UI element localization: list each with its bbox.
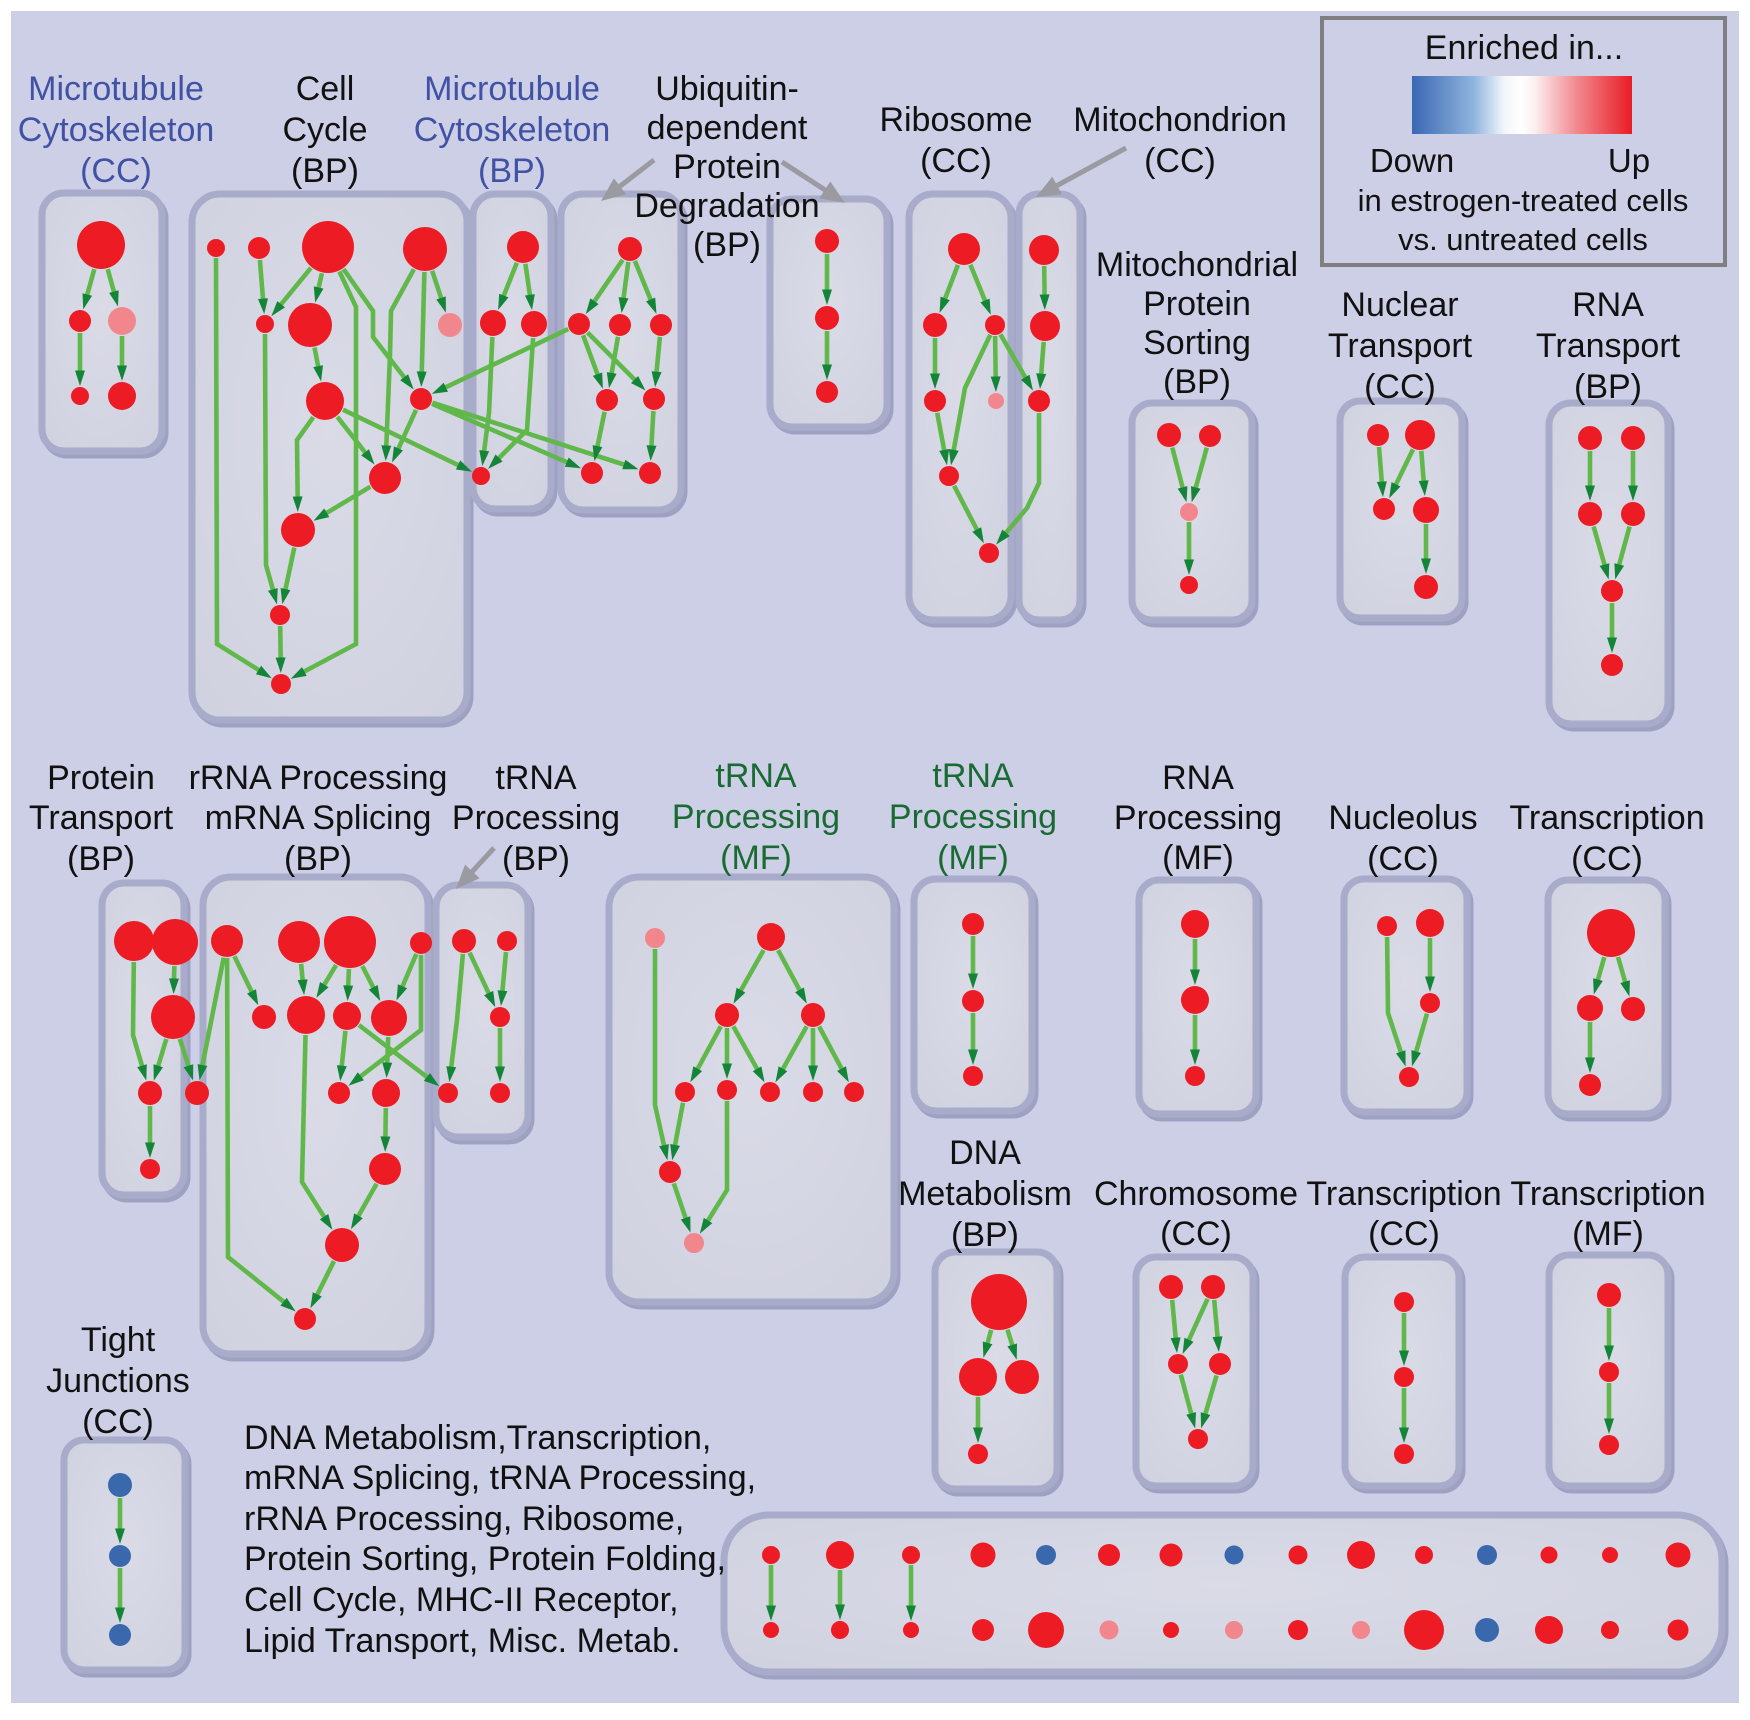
svg-text:mRNA Splicing, tRNA Processing: mRNA Splicing, tRNA Processing, bbox=[244, 1459, 756, 1497]
svg-text:DNA Metabolism,Transcription,: DNA Metabolism,Transcription, bbox=[244, 1419, 711, 1457]
svg-text:Processing: Processing bbox=[672, 798, 840, 836]
svg-text:Nuclear: Nuclear bbox=[1341, 286, 1458, 324]
svg-text:Processing: Processing bbox=[1114, 799, 1282, 837]
svg-text:Mitochondrial: Mitochondrial bbox=[1096, 246, 1298, 284]
svg-text:Transcription: Transcription bbox=[1306, 1175, 1501, 1213]
svg-text:in estrogen-treated cells: in estrogen-treated cells bbox=[1358, 183, 1689, 218]
svg-text:Cycle: Cycle bbox=[282, 111, 367, 149]
svg-text:Cytoskeleton: Cytoskeleton bbox=[18, 111, 215, 149]
svg-text:Sorting: Sorting bbox=[1143, 324, 1251, 362]
svg-text:Protein: Protein bbox=[1143, 285, 1251, 323]
svg-text:Tight: Tight bbox=[81, 1321, 156, 1359]
svg-text:Protein: Protein bbox=[47, 759, 155, 797]
svg-text:(BP): (BP) bbox=[67, 840, 135, 878]
svg-text:(BP): (BP) bbox=[478, 152, 546, 190]
svg-text:Mitochondrion: Mitochondrion bbox=[1073, 101, 1287, 139]
svg-text:Lipid Transport, Misc. Metab.: Lipid Transport, Misc. Metab. bbox=[244, 1622, 681, 1660]
svg-text:Protein: Protein bbox=[673, 148, 781, 186]
svg-text:Chromosome: Chromosome bbox=[1094, 1175, 1298, 1213]
svg-text:Cytoskeleton: Cytoskeleton bbox=[414, 111, 611, 149]
svg-text:DNA: DNA bbox=[949, 1134, 1021, 1172]
svg-text:Cell: Cell bbox=[296, 70, 355, 108]
svg-text:(CC): (CC) bbox=[920, 142, 992, 180]
svg-text:(BP): (BP) bbox=[1163, 363, 1231, 401]
svg-text:Microtubule: Microtubule bbox=[28, 70, 204, 108]
svg-text:(CC): (CC) bbox=[82, 1403, 154, 1441]
svg-text:(BP): (BP) bbox=[693, 226, 761, 264]
svg-text:mRNA Splicing: mRNA Splicing bbox=[205, 799, 432, 837]
svg-text:Enriched in...: Enriched in... bbox=[1425, 29, 1623, 67]
svg-text:RNA: RNA bbox=[1572, 286, 1644, 324]
svg-text:tRNA: tRNA bbox=[495, 759, 577, 797]
svg-text:Nucleolus: Nucleolus bbox=[1328, 799, 1477, 837]
svg-text:(CC): (CC) bbox=[1571, 840, 1643, 878]
svg-text:rRNA Processing: rRNA Processing bbox=[189, 759, 448, 797]
svg-text:(BP): (BP) bbox=[284, 840, 352, 878]
svg-text:Metabolism: Metabolism bbox=[898, 1175, 1072, 1213]
svg-text:Up: Up bbox=[1608, 142, 1650, 179]
svg-text:Processing: Processing bbox=[452, 799, 620, 837]
svg-text:Protein Sorting, Protein Foldi: Protein Sorting, Protein Folding, bbox=[244, 1540, 726, 1578]
svg-text:(CC): (CC) bbox=[1364, 368, 1436, 406]
svg-text:Transport: Transport bbox=[29, 799, 174, 837]
svg-text:(BP): (BP) bbox=[951, 1216, 1019, 1254]
svg-text:(MF): (MF) bbox=[720, 839, 792, 877]
svg-text:(MF): (MF) bbox=[1572, 1215, 1644, 1253]
svg-text:Ubiquitin-: Ubiquitin- bbox=[655, 70, 799, 108]
svg-text:Ribosome: Ribosome bbox=[879, 101, 1032, 139]
svg-text:(CC): (CC) bbox=[1160, 1215, 1232, 1253]
svg-text:Processing: Processing bbox=[889, 798, 1057, 836]
svg-text:RNA: RNA bbox=[1162, 759, 1234, 797]
svg-text:rRNA Processing, Ribosome,: rRNA Processing, Ribosome, bbox=[244, 1500, 684, 1538]
svg-text:Degradation: Degradation bbox=[634, 187, 819, 225]
svg-text:(BP): (BP) bbox=[1574, 368, 1642, 406]
svg-text:Transcription: Transcription bbox=[1510, 1175, 1705, 1213]
svg-text:(BP): (BP) bbox=[502, 840, 570, 878]
svg-text:vs. untreated cells: vs. untreated cells bbox=[1398, 222, 1648, 257]
svg-text:Transcription: Transcription bbox=[1509, 799, 1704, 837]
svg-text:(CC): (CC) bbox=[1144, 142, 1216, 180]
svg-text:Junctions: Junctions bbox=[46, 1362, 190, 1400]
svg-text:tRNA: tRNA bbox=[715, 757, 797, 795]
svg-text:Cell Cycle, MHC-II Receptor,: Cell Cycle, MHC-II Receptor, bbox=[244, 1581, 679, 1619]
svg-text:dependent: dependent bbox=[647, 109, 808, 147]
svg-text:Transport: Transport bbox=[1536, 327, 1681, 365]
svg-text:Down: Down bbox=[1370, 142, 1454, 179]
svg-text:(CC): (CC) bbox=[80, 152, 152, 190]
svg-text:(MF): (MF) bbox=[1162, 839, 1234, 877]
svg-text:(BP): (BP) bbox=[291, 152, 359, 190]
svg-text:(CC): (CC) bbox=[1368, 1215, 1440, 1253]
svg-text:Microtubule: Microtubule bbox=[424, 70, 600, 108]
svg-text:Transport: Transport bbox=[1328, 327, 1473, 365]
svg-text:(MF): (MF) bbox=[937, 839, 1009, 877]
svg-text:tRNA: tRNA bbox=[932, 757, 1014, 795]
svg-text:(CC): (CC) bbox=[1367, 840, 1439, 878]
